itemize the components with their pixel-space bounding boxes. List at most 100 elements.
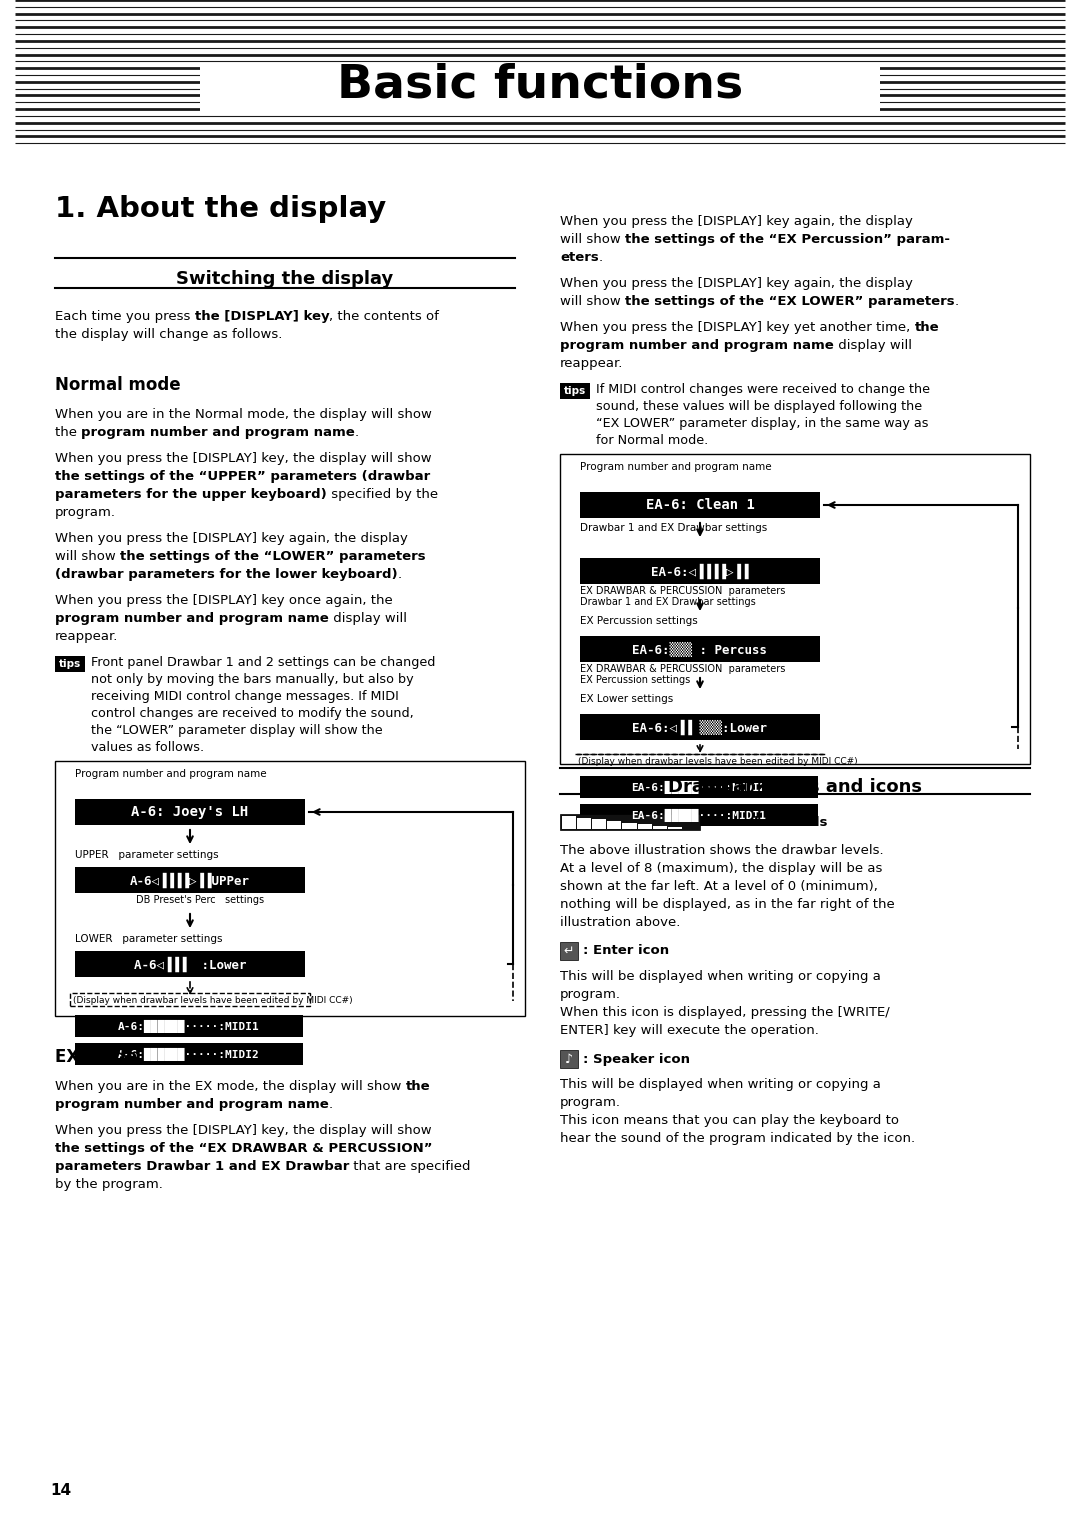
Text: the: the bbox=[915, 321, 940, 335]
Text: parameters for the upper keyboard): parameters for the upper keyboard) bbox=[55, 487, 327, 501]
Text: tips: tips bbox=[564, 387, 586, 396]
Text: A-6◁▐▐▐▐▷▐▐UPPer: A-6◁▐▐▐▐▷▐▐UPPer bbox=[130, 872, 249, 888]
Text: EA-6:█████····:MIDI2: EA-6:█████····:MIDI2 bbox=[632, 781, 767, 793]
Text: At a level of 8 (maximum), the display will be as: At a level of 8 (maximum), the display w… bbox=[561, 862, 882, 876]
Bar bbox=[561, 384, 590, 399]
Text: display will: display will bbox=[834, 339, 912, 351]
Text: will show: will show bbox=[561, 295, 625, 309]
Bar bbox=[55, 761, 525, 1016]
Bar bbox=[580, 714, 820, 740]
Text: program number and program name: program number and program name bbox=[81, 426, 355, 439]
Text: EX DRAWBAR & PERCUSSION  parameters: EX DRAWBAR & PERCUSSION parameters bbox=[580, 587, 785, 596]
Text: .: . bbox=[397, 568, 402, 581]
Text: illustration above.: illustration above. bbox=[561, 915, 680, 929]
Text: the settings of the “EX LOWER” parameters: the settings of the “EX LOWER” parameter… bbox=[625, 295, 955, 309]
Text: values as follows.: values as follows. bbox=[91, 741, 204, 753]
Text: When you press the [DISPLAY] key once again, the: When you press the [DISPLAY] key once ag… bbox=[55, 594, 393, 607]
Text: Basic functions: Basic functions bbox=[337, 63, 743, 107]
Text: the settings of the “UPPER” parameters (drawbar: the settings of the “UPPER” parameters (… bbox=[55, 471, 430, 483]
Text: program number and program name: program number and program name bbox=[561, 339, 834, 351]
Text: Switching the display: Switching the display bbox=[176, 270, 393, 287]
Text: program.: program. bbox=[561, 1096, 621, 1109]
Text: EX DRAWBAR & PERCUSSION  parameters: EX DRAWBAR & PERCUSSION parameters bbox=[580, 665, 785, 674]
Text: : Drawbar levels: : Drawbar levels bbox=[705, 816, 827, 828]
Text: Program number and program name: Program number and program name bbox=[580, 461, 771, 472]
Text: the settings of the “LOWER” parameters: the settings of the “LOWER” parameters bbox=[120, 550, 426, 562]
Bar bbox=[75, 799, 305, 825]
Bar bbox=[75, 1044, 303, 1065]
Text: Program number and program name: Program number and program name bbox=[75, 769, 267, 779]
Text: program.: program. bbox=[55, 506, 116, 520]
Text: (Display when drawbar levels have been edited by MIDI CC#): (Display when drawbar levels have been e… bbox=[578, 756, 858, 766]
Text: .: . bbox=[598, 251, 603, 264]
Bar bbox=[55, 656, 85, 672]
Text: the [DISPLAY] key: the [DISPLAY] key bbox=[194, 310, 329, 322]
Text: Drawbar 1 and EX Drawbar settings: Drawbar 1 and EX Drawbar settings bbox=[580, 597, 756, 607]
Text: When you press the [DISPLAY] key, the display will show: When you press the [DISPLAY] key, the di… bbox=[55, 1125, 432, 1137]
Bar bbox=[561, 814, 700, 830]
Text: When you are in the EX mode, the display will show: When you are in the EX mode, the display… bbox=[55, 1080, 406, 1093]
Text: program.: program. bbox=[561, 989, 621, 1001]
Bar bbox=[561, 454, 1030, 764]
Text: : Enter icon: : Enter icon bbox=[583, 944, 670, 958]
Text: (drawbar parameters for the lower keyboard): (drawbar parameters for the lower keyboa… bbox=[55, 568, 397, 581]
Text: eters: eters bbox=[561, 251, 598, 264]
Text: .: . bbox=[328, 1099, 333, 1111]
Text: Front panel Drawbar 1 and 2 settings can be changed: Front panel Drawbar 1 and 2 settings can… bbox=[91, 656, 435, 669]
Text: receiving MIDI control change messages. If MIDI: receiving MIDI control change messages. … bbox=[91, 691, 399, 703]
Text: A-6◁▐▐▐  :Lower: A-6◁▐▐▐ :Lower bbox=[134, 957, 246, 972]
Text: : Speaker icon: : Speaker icon bbox=[583, 1053, 690, 1065]
Text: When you press the [DISPLAY] key again, the display: When you press the [DISPLAY] key again, … bbox=[561, 277, 913, 290]
Text: ♪: ♪ bbox=[565, 1053, 573, 1065]
Bar bbox=[561, 1050, 578, 1068]
Text: (Display when drawbar levels have been edited by MIDI CC#): (Display when drawbar levels have been e… bbox=[73, 996, 353, 1005]
Text: EA-6:◁▐▐ ▒▒▒:Lower: EA-6:◁▐▐ ▒▒▒:Lower bbox=[633, 720, 768, 735]
Bar bbox=[562, 816, 576, 830]
Text: sound, these values will be displayed following the: sound, these values will be displayed fo… bbox=[596, 400, 922, 413]
Text: When you are in the Normal mode, the display will show: When you are in the Normal mode, the dis… bbox=[55, 408, 432, 422]
Text: DB Preset's Perc   settings: DB Preset's Perc settings bbox=[136, 895, 265, 905]
Text: that are specified: that are specified bbox=[349, 1160, 471, 1174]
Text: This icon means that you can play the keyboard to: This icon means that you can play the ke… bbox=[561, 1114, 899, 1128]
Text: parameters Drawbar 1 and EX Drawbar: parameters Drawbar 1 and EX Drawbar bbox=[55, 1160, 349, 1174]
Text: EA-6:◁▐▐▐▐▷▐▐: EA-6:◁▐▐▐▐▷▐▐ bbox=[651, 564, 748, 579]
Text: UPPER   parameter settings: UPPER parameter settings bbox=[75, 850, 218, 860]
Bar bbox=[592, 819, 606, 830]
Bar bbox=[667, 827, 681, 830]
Text: A-6:██████·····:MIDI1: A-6:██████·····:MIDI1 bbox=[118, 1019, 260, 1033]
Text: .: . bbox=[355, 426, 360, 439]
Text: by the program.: by the program. bbox=[55, 1178, 163, 1190]
Bar bbox=[622, 822, 636, 830]
Text: 14: 14 bbox=[50, 1484, 71, 1497]
Text: When you press the [DISPLAY] key again, the display: When you press the [DISPLAY] key again, … bbox=[561, 215, 913, 228]
Bar bbox=[561, 941, 578, 960]
Text: EA-6:█████····:MIDI1: EA-6:█████····:MIDI1 bbox=[632, 808, 767, 822]
Text: will show: will show bbox=[55, 550, 120, 562]
Text: , the contents of: , the contents of bbox=[329, 310, 440, 322]
Text: reappear.: reappear. bbox=[55, 630, 119, 643]
Bar bbox=[75, 1015, 303, 1038]
Bar bbox=[607, 821, 621, 830]
Text: control changes are received to modify the sound,: control changes are received to modify t… bbox=[91, 707, 414, 720]
Bar bbox=[580, 636, 820, 662]
Text: the “LOWER” parameter display will show the: the “LOWER” parameter display will show … bbox=[91, 724, 382, 736]
Bar bbox=[580, 492, 820, 518]
Bar bbox=[577, 817, 591, 830]
Text: A-6:██████·····:MIDI2: A-6:██████·····:MIDI2 bbox=[118, 1048, 260, 1060]
Bar bbox=[75, 866, 305, 892]
Text: The above illustration shows the drawbar levels.: The above illustration shows the drawbar… bbox=[561, 843, 883, 857]
Text: When you press the [DISPLAY] key, the display will show: When you press the [DISPLAY] key, the di… bbox=[55, 452, 432, 465]
Text: tips: tips bbox=[59, 659, 81, 669]
Bar bbox=[637, 824, 651, 830]
Text: program number and program name: program number and program name bbox=[55, 613, 328, 625]
Text: LOWER   parameter settings: LOWER parameter settings bbox=[75, 934, 222, 944]
Bar bbox=[75, 950, 305, 976]
Bar bbox=[580, 776, 818, 798]
Bar bbox=[200, 63, 880, 115]
Text: When you press the [DISPLAY] key yet another time,: When you press the [DISPLAY] key yet ano… bbox=[561, 321, 915, 335]
Text: EA-6: Clean 1: EA-6: Clean 1 bbox=[646, 498, 755, 512]
Text: EX Percussion settings: EX Percussion settings bbox=[580, 616, 698, 626]
Text: This will be displayed when writing or copying a: This will be displayed when writing or c… bbox=[561, 970, 881, 983]
Text: If MIDI control changes were received to change the: If MIDI control changes were received to… bbox=[596, 384, 930, 396]
Text: .: . bbox=[955, 295, 959, 309]
